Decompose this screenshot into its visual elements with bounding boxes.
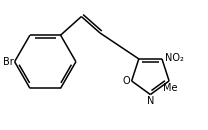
- Text: N: N: [147, 96, 154, 106]
- Text: O: O: [122, 76, 130, 86]
- Text: Br: Br: [3, 57, 14, 67]
- Text: Me: Me: [163, 83, 177, 93]
- Text: NO₂: NO₂: [165, 53, 183, 63]
